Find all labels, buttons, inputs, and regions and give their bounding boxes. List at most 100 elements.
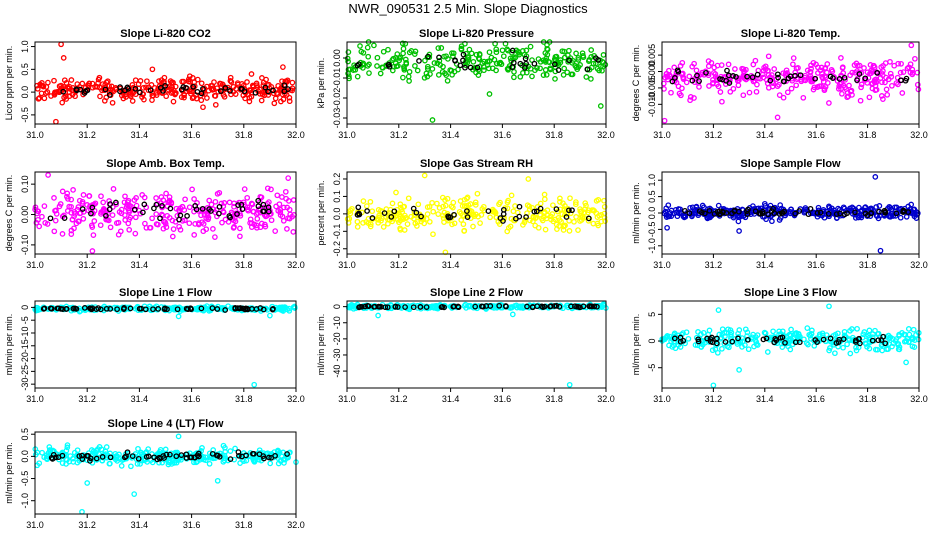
data-point — [434, 200, 440, 207]
reference-point — [61, 215, 68, 221]
data-point — [854, 325, 860, 332]
data-point — [448, 67, 455, 74]
data-point — [72, 93, 78, 100]
data-point — [732, 66, 738, 72]
data-point — [830, 339, 837, 346]
data-point — [866, 327, 873, 334]
reference-point — [593, 55, 599, 61]
data-point — [97, 93, 103, 100]
data-point — [396, 57, 403, 64]
reference-point — [812, 337, 819, 343]
reference-point — [160, 88, 166, 94]
data-point — [554, 226, 560, 232]
data-point — [885, 346, 891, 352]
x-tick-label: 31.4 — [442, 394, 460, 404]
reference-point — [878, 337, 885, 343]
reference-point — [260, 201, 267, 208]
outlier-point — [429, 117, 436, 123]
data-point — [374, 54, 381, 61]
data-point — [225, 219, 232, 225]
data-point — [45, 79, 51, 86]
reference-point — [193, 206, 200, 213]
x-tick-label: 31.2 — [390, 394, 408, 404]
data-point — [59, 460, 66, 466]
data-point — [771, 66, 778, 72]
reference-point — [768, 208, 775, 214]
reference-point — [131, 206, 138, 213]
reference-point — [857, 340, 863, 347]
reference-point — [722, 339, 729, 345]
data-point — [393, 189, 399, 196]
data-point — [96, 74, 103, 81]
data-point — [166, 198, 173, 205]
reference-point — [183, 84, 189, 91]
y-tick-label: -5 — [647, 364, 657, 372]
reference-point — [217, 88, 224, 94]
data-point — [497, 199, 503, 206]
reference-point — [176, 216, 182, 223]
data-point — [759, 71, 766, 78]
data-point — [712, 71, 719, 77]
data-point — [369, 208, 376, 215]
data-point — [719, 345, 725, 352]
data-point — [227, 448, 234, 454]
data-point — [267, 460, 274, 467]
data-point — [118, 206, 125, 213]
reference-point — [238, 201, 245, 208]
data-point — [479, 206, 486, 212]
data-point — [673, 209, 680, 216]
x-tick-label: 31.6 — [183, 520, 201, 530]
reference-point — [260, 208, 266, 215]
data-point — [896, 333, 902, 339]
reference-point — [777, 334, 784, 341]
reference-point — [792, 339, 799, 346]
reference-point — [472, 303, 479, 310]
data-point — [588, 76, 594, 82]
reference-point — [675, 68, 682, 75]
reference-point — [355, 204, 362, 211]
data-point — [752, 337, 759, 343]
data-point — [189, 95, 196, 102]
y-tick-label: -30 — [20, 378, 30, 391]
data-point — [512, 203, 518, 209]
data-point — [80, 215, 87, 222]
y-tick-label: 0.5 — [20, 63, 30, 76]
data-point — [76, 197, 83, 204]
reference-point — [862, 210, 869, 217]
reference-point — [425, 53, 431, 60]
data-point — [909, 71, 916, 78]
x-tick-label: 31.8 — [545, 260, 563, 270]
reference-point — [775, 74, 781, 81]
chart-title: Slope Line 2 Flow — [430, 287, 523, 299]
data-point — [279, 304, 286, 311]
x-tick-label: 32.0 — [597, 260, 615, 270]
reference-point — [836, 76, 843, 82]
data-point — [125, 220, 132, 227]
data-point — [244, 79, 250, 85]
data-point — [893, 336, 900, 342]
data-point — [212, 198, 219, 205]
data-point — [552, 76, 558, 82]
data-point — [784, 89, 791, 96]
data-point — [710, 79, 716, 86]
data-point — [363, 219, 370, 225]
data-point — [53, 211, 60, 217]
reference-point — [827, 73, 834, 80]
data-point — [177, 226, 184, 233]
data-point — [405, 73, 412, 80]
reference-point — [694, 72, 700, 79]
data-point — [585, 58, 592, 64]
data-point — [714, 77, 720, 84]
y-tick-label: -25 — [20, 365, 30, 378]
data-point — [507, 223, 514, 230]
data-point — [411, 215, 417, 222]
data-point — [516, 303, 523, 310]
x-tick-label: 32.0 — [597, 130, 615, 140]
data-point — [221, 200, 228, 206]
reference-point — [513, 215, 519, 222]
reference-point — [159, 202, 165, 209]
reference-point — [127, 305, 134, 312]
reference-point — [354, 62, 361, 69]
data-point — [206, 197, 213, 204]
data-point — [601, 214, 608, 221]
